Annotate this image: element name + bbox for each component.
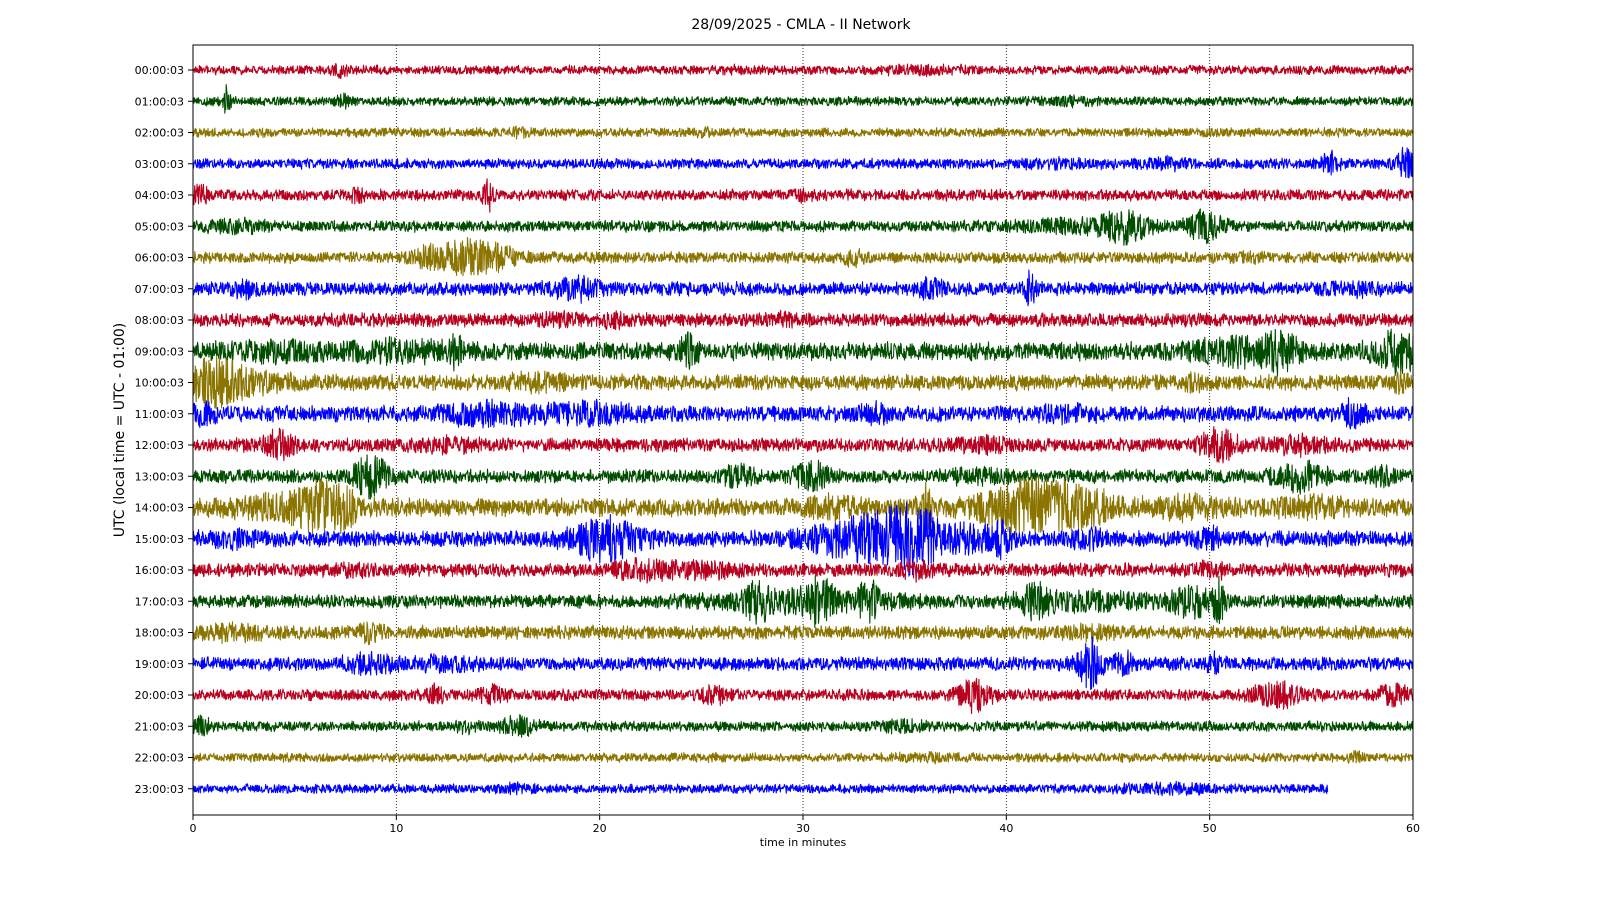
trace-04-00-03 bbox=[192, 178, 1414, 213]
trace-22-00-03 bbox=[192, 749, 1414, 765]
trace-15-00-03 bbox=[192, 502, 1414, 577]
x-tick-label: 40 bbox=[999, 822, 1013, 835]
y-tick-label: 03:00:03 bbox=[135, 158, 184, 171]
trace-00-00-03 bbox=[192, 63, 1414, 80]
x-tick-label: 20 bbox=[593, 822, 607, 835]
y-tick-label: 06:00:03 bbox=[135, 252, 184, 265]
y-tick-label: 16:00:03 bbox=[135, 564, 184, 577]
x-tick-label: 30 bbox=[796, 822, 810, 835]
trace-10-00-03 bbox=[192, 356, 1414, 410]
y-tick-label: 08:00:03 bbox=[135, 314, 184, 327]
trace-19-00-03 bbox=[192, 636, 1414, 691]
y-tick-label: 00:00:03 bbox=[135, 64, 184, 77]
trace-14-00-03 bbox=[192, 476, 1414, 537]
y-tick-label: 20:00:03 bbox=[135, 689, 184, 702]
trace-16-00-03 bbox=[192, 556, 1414, 584]
x-tick-label: 10 bbox=[389, 822, 403, 835]
x-tick-label: 60 bbox=[1406, 822, 1420, 835]
grid-lines bbox=[395, 45, 1211, 815]
y-tick-label: 13:00:03 bbox=[135, 470, 184, 483]
trace-05-00-03 bbox=[192, 208, 1414, 246]
trace-13-00-03 bbox=[192, 454, 1414, 500]
y-tick-label: 10:00:03 bbox=[135, 377, 184, 390]
trace-18-00-03 bbox=[192, 621, 1414, 646]
trace-01-00-03 bbox=[192, 83, 1414, 114]
y-tick-label: 07:00:03 bbox=[135, 283, 184, 296]
x-axis-label: time in minutes bbox=[760, 836, 847, 849]
y-tick-label: 02:00:03 bbox=[135, 127, 184, 140]
y-tick-label: 17:00:03 bbox=[135, 595, 184, 608]
y-tick-label: 19:00:03 bbox=[135, 658, 184, 671]
y-axis-label: UTC (local time = UTC - 01:00) bbox=[112, 323, 128, 538]
x-tick-label: 50 bbox=[1203, 822, 1217, 835]
trace-02-00-03 bbox=[192, 125, 1414, 140]
x-tick-label: 0 bbox=[190, 822, 197, 835]
trace-03-00-03 bbox=[192, 146, 1414, 179]
y-tick-label: 22:00:03 bbox=[135, 752, 184, 765]
y-tick-label: 05:00:03 bbox=[135, 220, 184, 233]
y-tick-label: 04:00:03 bbox=[135, 189, 184, 202]
y-tick-label: 09:00:03 bbox=[135, 345, 184, 358]
y-tick-label: 01:00:03 bbox=[135, 95, 184, 108]
y-axis-ticks: 00:00:03 01:00:03 02:00:03 03:00:03 04:00:03… bbox=[135, 64, 193, 796]
trace-12-00-03 bbox=[192, 425, 1414, 464]
y-tick-label: 21:00:03 bbox=[135, 720, 184, 733]
trace-09-00-03 bbox=[192, 328, 1414, 377]
y-tick-label: 18:00:03 bbox=[135, 627, 184, 640]
y-tick-label: 23:00:03 bbox=[135, 783, 184, 796]
y-tick-label: 11:00:03 bbox=[135, 408, 184, 421]
x-axis-ticks: 0 10 20 30 40 50 60 bbox=[190, 815, 1420, 835]
seismic-traces bbox=[192, 63, 1414, 797]
trace-20-00-03 bbox=[192, 677, 1414, 715]
trace-07-00-03 bbox=[192, 269, 1414, 307]
trace-06-00-03 bbox=[192, 237, 1414, 277]
chart-title: 28/09/2025 - CMLA - II Network bbox=[691, 17, 911, 33]
trace-17-00-03 bbox=[192, 575, 1414, 628]
trace-08-00-03 bbox=[192, 309, 1414, 331]
y-tick-label: 12:00:03 bbox=[135, 439, 184, 452]
trace-23-00-03 bbox=[192, 780, 1329, 797]
trace-11-00-03 bbox=[192, 397, 1414, 430]
y-tick-label: 14:00:03 bbox=[135, 502, 184, 515]
trace-21-00-03 bbox=[192, 714, 1414, 738]
y-tick-label: 15:00:03 bbox=[135, 533, 184, 546]
